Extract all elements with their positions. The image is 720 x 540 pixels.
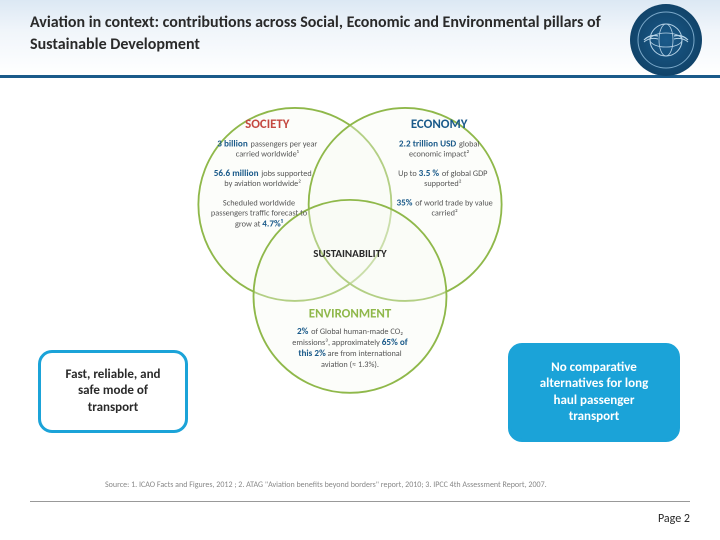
icao-logo (630, 4, 702, 76)
society-stat-2b: by aviation worldwide² (224, 179, 301, 189)
callout-left: Fast, reliable, and safe mode of transpo… (38, 350, 188, 433)
slide-header: Aviation in context: contributions acros… (0, 0, 720, 78)
society-stat-3b: passengers traffic forecast to (211, 208, 308, 218)
env-stat-1b: emissions³, approximately 65% of (292, 337, 407, 348)
env-stat-1d: aviation (≈ 1.3%). (321, 360, 379, 370)
society-stat-2: 56.6 millionjobs supported (214, 168, 312, 179)
society-stat-1b: carried worldwide¹ (236, 150, 300, 160)
source-citation: Source: 1. ICAO Facts and Figures, 2012 … (105, 480, 547, 490)
callout-right: No comparative alternatives for long hau… (508, 343, 680, 442)
env-stat-1c: this 2% are from international (298, 348, 401, 359)
society-title: SOCIETY (245, 117, 290, 132)
society-stat-1: 3 billionpassengers per year (217, 139, 317, 150)
economy-title: ECONOMY (411, 117, 468, 132)
sustainability-label: SUSTAINABILITY (313, 247, 387, 260)
society-stat-3c: grow at 4.7%¹ (235, 219, 284, 230)
economy-stat-3b: carried² (432, 208, 459, 218)
page-number: Page 2 (658, 512, 690, 526)
economy-stat-1: 2.2 trillion USDglobal (399, 139, 480, 150)
environment-title: ENVIRONMENT (309, 306, 392, 321)
economy-stat-2: Up to 3.5 %of global GDP (398, 168, 488, 179)
society-stat-3a: Scheduled worldwide (223, 198, 295, 208)
economy-stat-1b: economic impact² (409, 150, 470, 160)
economy-stat-2b: supported² (424, 179, 462, 189)
footer-divider (30, 501, 690, 502)
economy-stat-3: 35%of world trade by value (397, 197, 493, 208)
env-stat-1: 2%of Global human-made CO₂ (297, 326, 403, 337)
slide-title: Aviation in context: contributions acros… (30, 12, 610, 55)
venn-diagram: SOCIETY 3 billionpassengers per year car… (180, 90, 520, 420)
globe-wings-icon (636, 10, 696, 70)
